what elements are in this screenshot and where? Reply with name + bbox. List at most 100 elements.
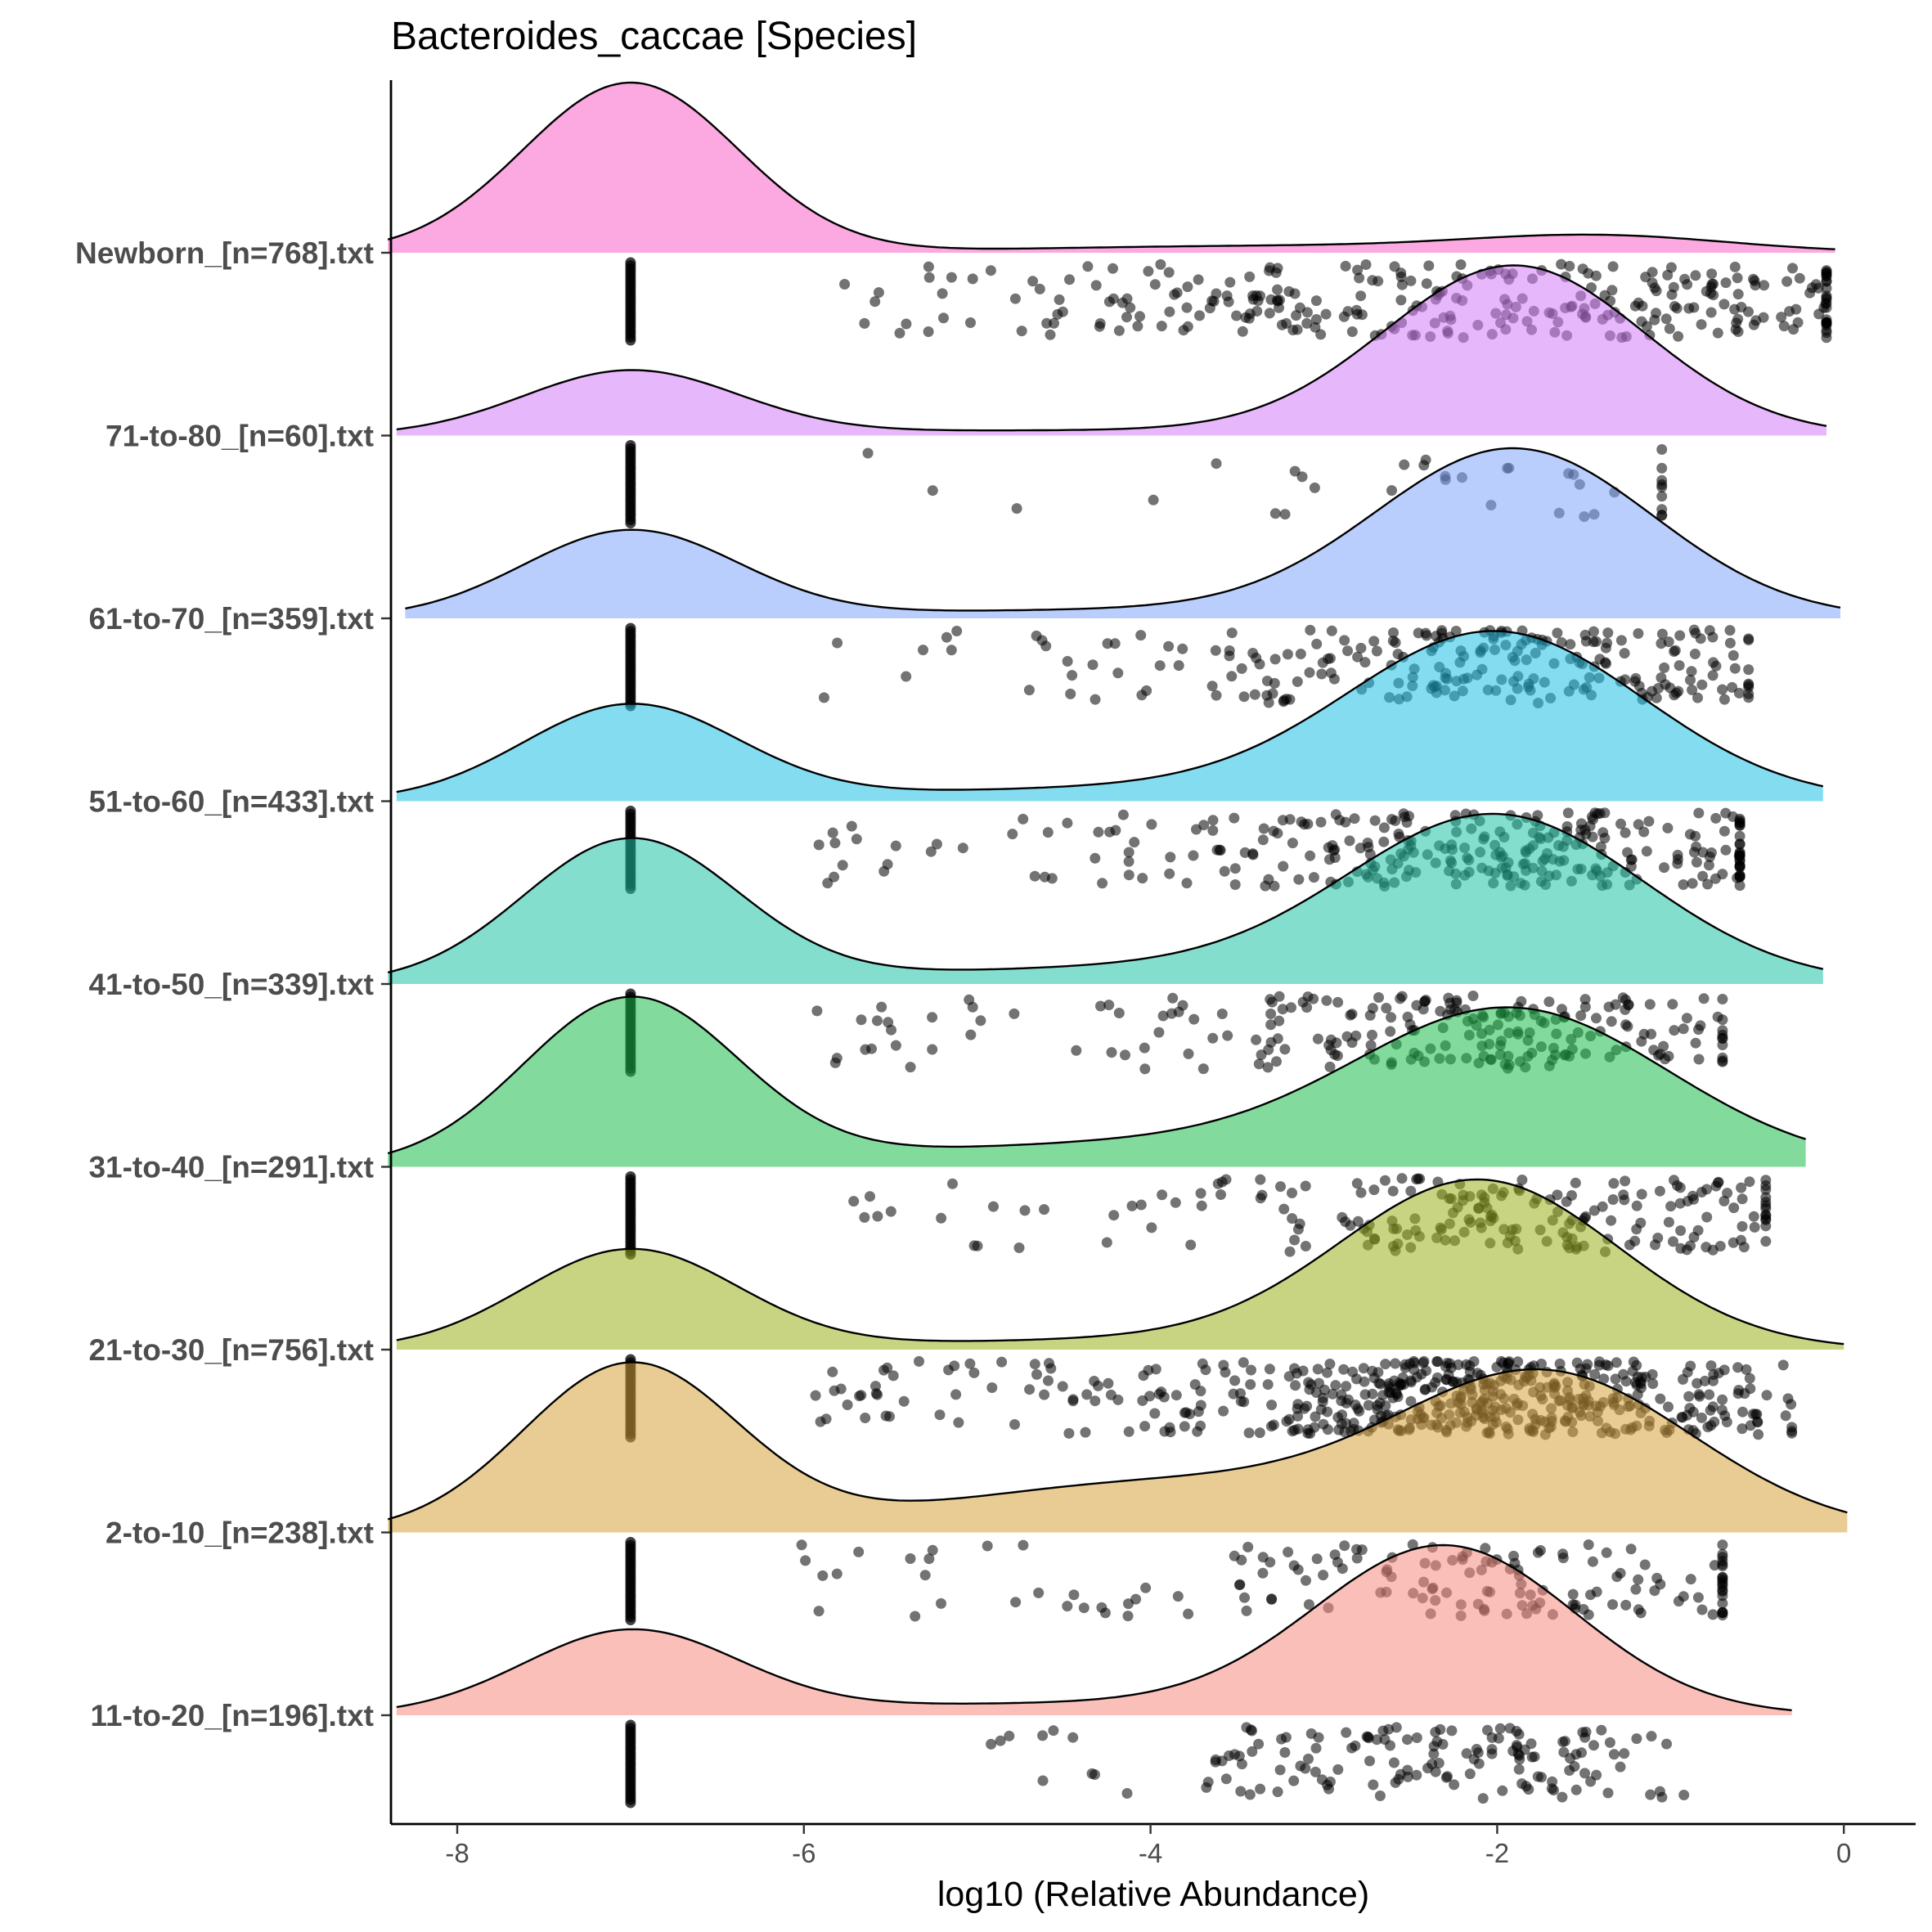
data-point [1090,1769,1100,1780]
data-point [1632,1371,1643,1382]
data-point [1236,663,1247,674]
data-point [1303,1753,1314,1764]
data-point [1283,1547,1294,1557]
data-point [1606,285,1618,296]
data-point [1369,815,1381,826]
data-point [1709,1560,1720,1571]
data-point [1106,1047,1117,1058]
data-point [1678,1591,1689,1602]
data-point [1101,1237,1112,1248]
data-point [1057,1381,1068,1392]
data-point [1352,1403,1364,1414]
data-point [1732,326,1744,337]
data-point [1717,994,1728,1004]
data-point [1596,1724,1607,1736]
data-point [1283,285,1295,297]
data-point [1556,258,1567,270]
data-point [1411,1732,1422,1743]
data-point [1196,1200,1207,1211]
data-point [1821,332,1832,344]
data-point [1565,639,1576,650]
data-point [1633,819,1644,830]
data-point [822,878,833,889]
data-point [1365,1040,1377,1051]
data-point [1638,1028,1650,1040]
data-point [1649,314,1660,326]
data-point [1371,1734,1382,1746]
data-point [1120,1049,1130,1061]
data-point [910,1611,921,1622]
data-point [1696,1604,1708,1615]
data-point [1604,1737,1615,1748]
data-point [1385,1740,1395,1751]
data-point [1067,1395,1079,1407]
data-point [1761,1390,1772,1401]
data-point [1242,1541,1254,1552]
data-point [1564,260,1575,272]
data-point [1732,1362,1744,1373]
data-point [862,447,874,459]
data-point [1719,299,1730,310]
data-point [1673,330,1684,342]
data-point [1656,479,1668,490]
data-point [1238,691,1250,703]
data-point [1090,1395,1101,1407]
data-point [1309,1422,1320,1433]
data-point [1717,1586,1728,1597]
data-point [1419,1384,1431,1395]
data-point [1656,628,1668,640]
y-tick-label: 21-to-30_[n=756].txt [88,1333,374,1367]
data-point [1178,325,1189,336]
data-point [1108,263,1118,274]
data-point [1305,624,1316,636]
data-point [1139,1063,1151,1075]
data-point [1620,1019,1632,1031]
data-point [1292,1410,1303,1422]
data-point [1284,1246,1296,1257]
data-point [1036,635,1048,646]
data-point [1674,1182,1686,1193]
data-point [1720,844,1732,856]
data-point [882,859,893,870]
data-point [1675,1242,1687,1254]
data-point [1037,1775,1049,1786]
data-point [1188,850,1199,861]
data-point [1402,1764,1413,1776]
data-point [1239,1592,1250,1603]
data-point [800,1555,811,1566]
data-point [1442,1771,1453,1782]
data-point [1317,1396,1328,1408]
data-point [1422,1763,1433,1774]
data-point [1639,1559,1651,1570]
data-point [1717,1606,1728,1618]
data-point [1229,1550,1240,1561]
data-point [1132,321,1143,332]
data-point [1042,827,1054,838]
data-point [1504,1723,1516,1734]
data-point [827,827,838,838]
data-point [1430,1377,1441,1388]
data-point [1105,1389,1117,1400]
data-point [1287,1426,1298,1437]
density-area [405,448,1840,618]
data-point [1607,261,1619,272]
data-point [1090,694,1101,705]
data-point [1355,642,1367,654]
data-point [1237,326,1248,337]
data-point [1121,312,1132,323]
data-point [1691,856,1702,868]
data-point [1257,1567,1269,1579]
density-curve [405,447,1841,612]
data-point [1179,1407,1190,1418]
data-point [1146,1222,1157,1233]
data-point [1690,270,1701,281]
data-point [1163,267,1175,278]
data-point [1284,814,1296,825]
data-point [1310,295,1322,307]
data-point [1451,995,1462,1006]
data-point [1665,1201,1677,1212]
data-point [1096,1602,1108,1613]
data-point [1269,654,1281,665]
data-point [1615,818,1626,829]
data-point [1240,312,1251,323]
